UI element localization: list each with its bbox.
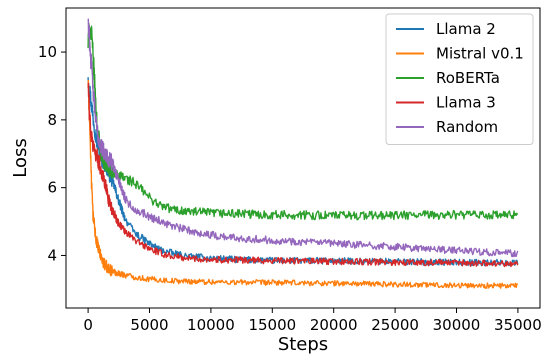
x-tick-label: 20000	[310, 316, 358, 334]
y-tick-label: 10	[38, 43, 57, 61]
y-tick-label: 4	[47, 246, 57, 264]
legend-label: Mistral v0.1	[436, 45, 524, 63]
x-tick-label: 30000	[433, 316, 481, 334]
x-tick-label: 5000	[130, 316, 168, 334]
axes-frame	[65, 7, 541, 309]
x-tick-label: 10000	[187, 316, 235, 334]
x-axis: 0 5000 10000 15000 20000 25000 30000 35000	[83, 308, 542, 334]
legend-label: RoBERTa	[436, 69, 500, 87]
legend-label: Random	[436, 118, 498, 136]
x-axis-title: Steps	[278, 334, 328, 354]
plot-area	[87, 18, 519, 289]
y-tick-label: 8	[47, 111, 57, 129]
y-axis-title: Loss	[10, 138, 31, 177]
y-tick-label: 6	[47, 179, 57, 197]
series-line-llama-3	[87, 82, 519, 268]
legend-label: Llama 3	[436, 94, 496, 112]
x-tick-label: 35000	[494, 316, 542, 334]
y-axis: 4 6 8 10	[38, 43, 66, 264]
legend-box	[385, 13, 534, 145]
legend-label: Llama 2	[436, 20, 496, 38]
series-line-mistral-v0-1	[87, 79, 519, 289]
x-tick-label: 25000	[371, 316, 419, 334]
series-line-random	[87, 18, 519, 258]
x-tick-label: 15000	[248, 316, 296, 334]
x-tick-label: 0	[83, 316, 93, 334]
legend: Llama 2 Mistral v0.1 RoBERTa Llama 3 Random	[385, 13, 534, 145]
